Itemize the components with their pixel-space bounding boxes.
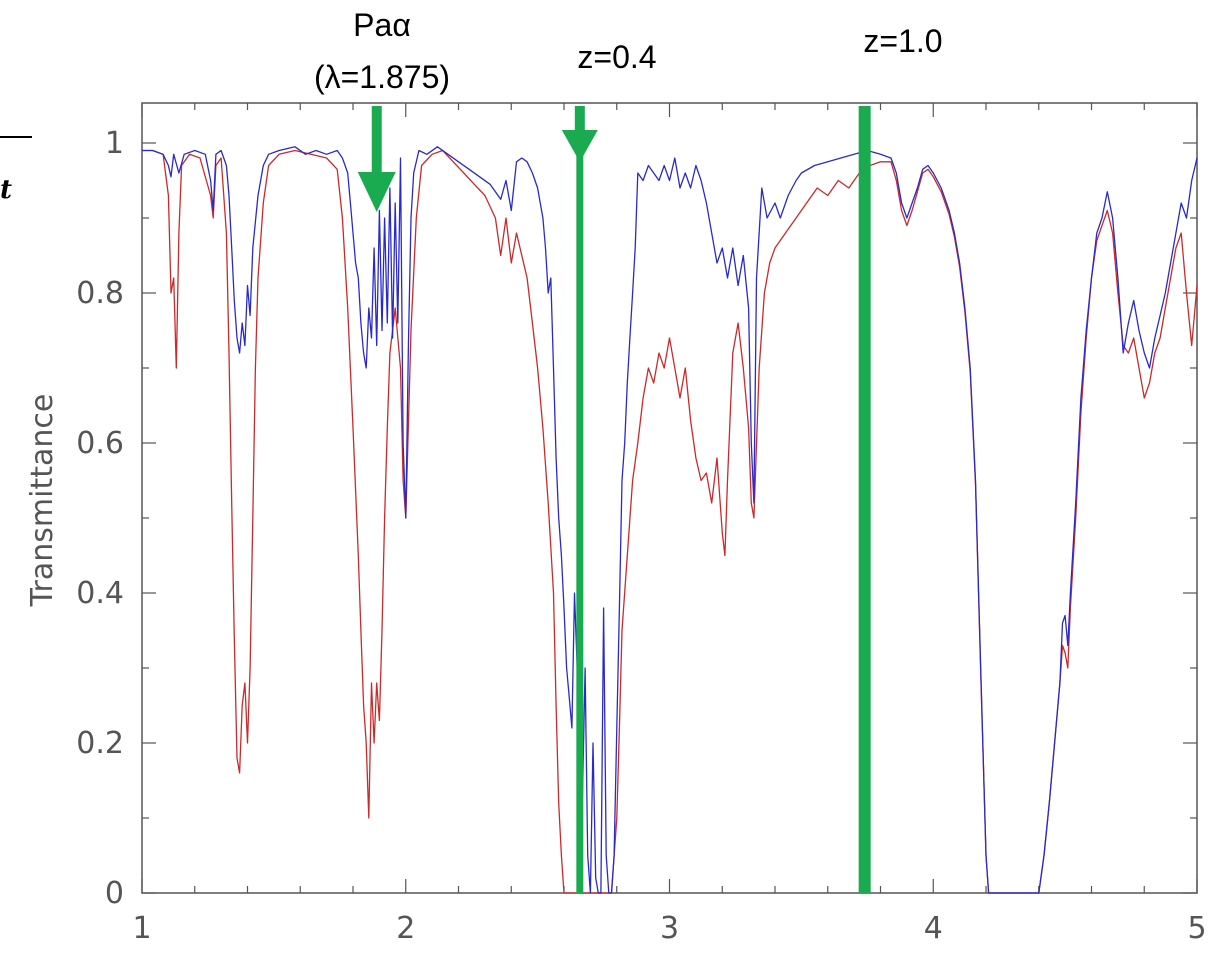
pa-alpha-label-line: (λ=1.875): [314, 59, 450, 95]
x-tick-labels: 1 2 3 4 5: [132, 911, 1206, 946]
pa-alpha-label-line: Paα: [353, 7, 411, 43]
z10-label: z=1.0: [863, 23, 942, 59]
series-line-2: [142, 149, 1198, 894]
y-tick-label: 0.2: [76, 726, 124, 761]
y-tick-label: 0.6: [76, 426, 124, 461]
left-fragment-text: t: [0, 175, 12, 205]
pa-alpha-arrow-shaft: [371, 106, 382, 172]
axis-ticks: [141, 103, 1198, 894]
z04-arrow-head: [561, 130, 598, 162]
pa-alpha-arrow-head: [357, 172, 396, 212]
plot-frame: [141, 102, 1198, 894]
series-line-1: [142, 146, 1198, 894]
x-tick-label: 2: [396, 911, 415, 946]
x-tick-label: 5: [1187, 911, 1206, 946]
z04-arrow-shaft: [574, 106, 585, 136]
y-tick-label: 0.4: [76, 576, 124, 611]
z04-label: z=0.4: [577, 39, 656, 75]
y-tick-label: 0.8: [76, 276, 124, 311]
x-tick-label: 3: [660, 911, 679, 946]
y-axis-label: Transmittance: [25, 394, 60, 608]
x-tick-label: 4: [924, 911, 943, 946]
y-tick-label: 0: [105, 876, 124, 911]
y-tick-labels: 0 0.2 0.4 0.6 0.8 1: [76, 126, 124, 911]
y-tick-label: 1: [105, 126, 124, 161]
annotation-layer: Paα (λ=1.875) z=0.4 z=1.0: [314, 7, 943, 893]
z04-line: [576, 106, 584, 893]
x-tick-label: 1: [132, 911, 151, 946]
series-layer: [142, 146, 1198, 894]
z10-line: [858, 106, 871, 893]
